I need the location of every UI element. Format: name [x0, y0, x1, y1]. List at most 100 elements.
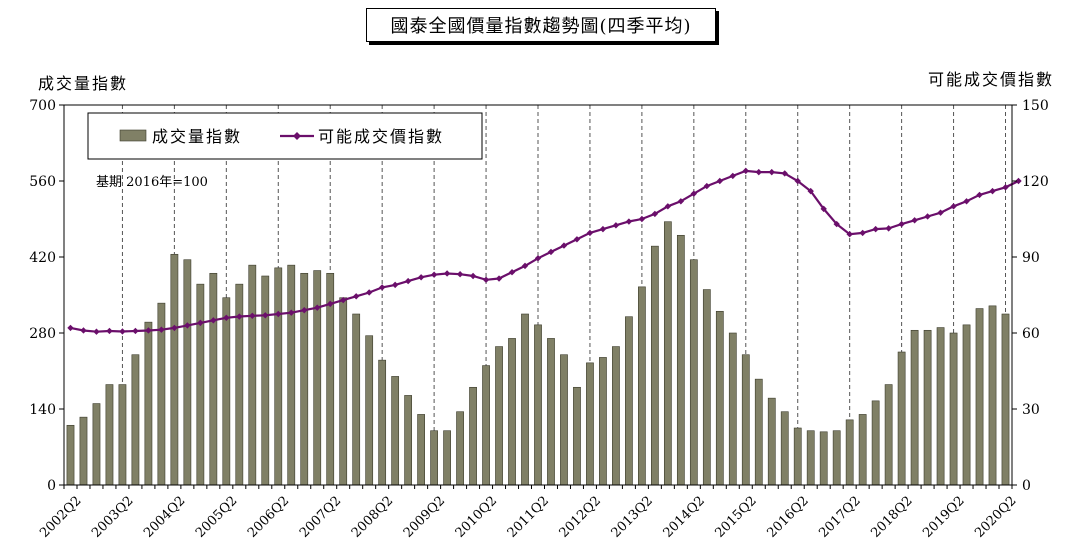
price-index-point — [249, 312, 256, 319]
price-index-point — [210, 317, 217, 324]
price-index-point — [314, 304, 321, 311]
price-index-point — [67, 324, 74, 332]
price-index-point — [508, 269, 516, 276]
volume-bar — [209, 272, 218, 486]
x-tick-label: 2005Q2 — [193, 493, 240, 540]
price-index-point — [586, 229, 594, 237]
volume-bar — [586, 362, 594, 486]
price-index-point — [534, 255, 542, 262]
price-index-point — [872, 225, 879, 233]
x-tick-label: 2004Q2 — [141, 493, 188, 540]
volume-bar — [443, 430, 451, 486]
x-tick-label: 2012Q2 — [557, 493, 604, 540]
volume-bar — [456, 411, 464, 486]
price-index-point — [443, 270, 451, 277]
price-index-point — [301, 307, 308, 314]
volume-bar — [612, 346, 620, 486]
volume-bar — [651, 245, 659, 486]
volume-bar — [547, 338, 555, 486]
price-index-point — [716, 177, 724, 185]
price-index-point — [690, 190, 698, 197]
right-tick-label: 120 — [1022, 174, 1049, 190]
price-index-point — [664, 203, 672, 210]
volume-bar — [248, 264, 257, 486]
price-index-point — [573, 236, 581, 243]
price-index-point — [365, 289, 373, 296]
price-index-point — [742, 167, 749, 175]
price-index-point — [482, 276, 490, 283]
price-index-point — [288, 309, 295, 316]
x-tick-label: 2011Q2 — [505, 493, 552, 540]
volume-bar — [975, 308, 984, 486]
price-index-point — [625, 218, 633, 225]
volume-bar — [144, 321, 153, 486]
x-tick-label: 2020Q2 — [972, 493, 1019, 540]
volume-bar — [845, 419, 854, 486]
volume-bar — [469, 386, 477, 486]
price-index-point — [703, 182, 711, 190]
x-tick-label: 2013Q2 — [609, 493, 656, 540]
price-index-point — [755, 168, 762, 176]
price-index-point — [158, 326, 165, 333]
price-index-point — [327, 300, 334, 308]
price-index-point — [469, 272, 477, 280]
price-index-point — [729, 172, 736, 180]
volume-bar — [339, 297, 348, 486]
price-index-point — [560, 242, 568, 249]
price-index-point — [119, 328, 126, 335]
volume-bar — [638, 286, 646, 486]
volume-bar — [365, 335, 374, 486]
right-axis-title: 可能成交價指數 — [927, 70, 1054, 89]
price-index-point — [599, 225, 607, 233]
volume-bar — [274, 267, 283, 486]
price-index-point — [132, 327, 139, 335]
legend-swatch-point — [293, 132, 301, 140]
volume-bar — [170, 253, 179, 486]
left-tick-label: 560 — [29, 174, 56, 190]
volume-bar — [495, 346, 503, 486]
volume-bar — [910, 329, 919, 486]
x-tick-label: 2006Q2 — [245, 493, 292, 540]
volume-bar — [715, 310, 724, 486]
volume-bar — [105, 384, 114, 486]
volume-bar — [962, 324, 971, 486]
price-index-point — [197, 319, 204, 327]
price-index-point — [417, 274, 425, 281]
x-tick-label: 2007Q2 — [297, 493, 344, 540]
left-tick-label: 700 — [29, 98, 56, 114]
volume-bar — [1001, 313, 1010, 486]
volume-bar — [261, 275, 270, 486]
volume-bar — [599, 357, 607, 486]
x-tick-label: 2015Q2 — [712, 493, 759, 540]
chart-title: 國泰全國價量指數趨勢圖(四季平均) — [366, 8, 716, 42]
left-tick-label: 280 — [29, 326, 56, 342]
volume-bar — [534, 324, 542, 486]
base-period-annotation: 基期 2016年=100 — [96, 175, 208, 190]
x-tick-label: 2010Q2 — [453, 493, 500, 540]
volume-bar — [417, 414, 425, 486]
price-index-point — [781, 170, 788, 177]
price-index-point — [677, 198, 685, 205]
volume-bar — [508, 338, 516, 486]
price-index-point — [846, 231, 853, 238]
volume-bar — [222, 297, 231, 486]
price-index-point — [456, 271, 464, 278]
x-tick-label: 2003Q2 — [89, 493, 136, 540]
volume-bar — [131, 354, 140, 486]
x-tick-label: 2008Q2 — [349, 493, 396, 540]
volume-bar — [988, 305, 997, 486]
volume-bar — [66, 424, 75, 486]
price-index-point — [80, 327, 87, 334]
volume-bar — [482, 365, 490, 486]
price-index-point — [340, 296, 347, 304]
volume-bar — [741, 354, 750, 486]
legend-label-volume: 成交量指數 — [152, 127, 242, 146]
right-tick-label: 90 — [1022, 250, 1040, 266]
x-tick-label: 2017Q2 — [816, 493, 863, 540]
left-axis-title: 成交量指數 — [38, 74, 129, 93]
price-index-point — [495, 275, 503, 282]
price-index-point — [612, 222, 620, 229]
price-index-point — [820, 205, 827, 213]
volume-bar — [183, 259, 192, 486]
price-index-point — [651, 210, 659, 218]
